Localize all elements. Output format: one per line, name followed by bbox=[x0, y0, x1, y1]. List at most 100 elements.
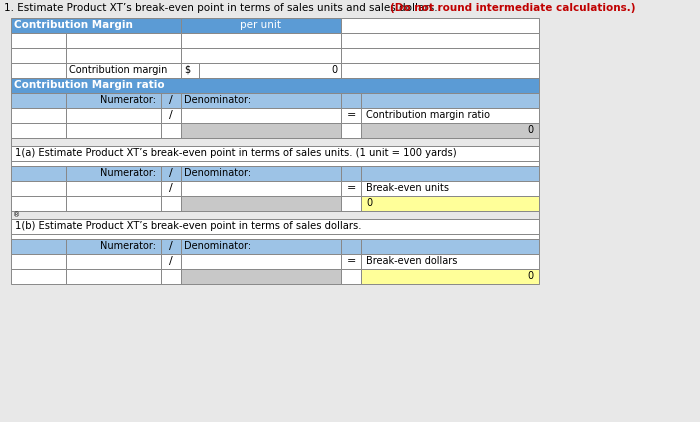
Text: Numerator:: Numerator: bbox=[100, 168, 156, 178]
Text: /: / bbox=[169, 95, 173, 105]
Bar bbox=[361, 196, 539, 211]
Bar bbox=[341, 123, 361, 138]
Bar bbox=[341, 33, 539, 48]
Bar bbox=[361, 108, 539, 123]
Bar bbox=[361, 93, 539, 108]
Bar bbox=[11, 138, 539, 146]
Text: /: / bbox=[169, 241, 173, 251]
Text: =: = bbox=[346, 256, 356, 266]
Bar bbox=[66, 166, 161, 181]
Bar bbox=[361, 254, 539, 269]
Bar bbox=[11, 48, 66, 63]
Bar bbox=[181, 123, 341, 138]
Text: ®: ® bbox=[13, 212, 20, 218]
Bar bbox=[181, 18, 341, 33]
Bar bbox=[181, 239, 341, 254]
Bar bbox=[11, 196, 66, 211]
Text: 0: 0 bbox=[528, 271, 534, 281]
Bar bbox=[11, 181, 66, 196]
Bar bbox=[11, 219, 539, 234]
Bar bbox=[11, 93, 66, 108]
Bar bbox=[161, 254, 181, 269]
Bar bbox=[66, 93, 161, 108]
Bar bbox=[341, 196, 361, 211]
Text: =: = bbox=[346, 183, 356, 193]
Text: Break-even units: Break-even units bbox=[366, 183, 449, 193]
Text: Denominator:: Denominator: bbox=[184, 95, 251, 105]
Bar bbox=[341, 181, 361, 196]
Bar bbox=[341, 239, 361, 254]
Text: 1. Estimate Product XT’s break-even point in terms of sales units and sales doll: 1. Estimate Product XT’s break-even poin… bbox=[4, 3, 441, 13]
Bar bbox=[181, 93, 341, 108]
Text: 0: 0 bbox=[331, 65, 337, 75]
Text: /: / bbox=[169, 256, 173, 266]
Text: Numerator:: Numerator: bbox=[100, 241, 156, 251]
Bar bbox=[161, 181, 181, 196]
Bar bbox=[341, 269, 361, 284]
Bar bbox=[181, 48, 341, 63]
Bar bbox=[341, 254, 361, 269]
Bar bbox=[361, 181, 539, 196]
Text: Contribution Margin ratio: Contribution Margin ratio bbox=[14, 80, 164, 90]
Text: per unit: per unit bbox=[241, 20, 281, 30]
Bar bbox=[181, 196, 341, 211]
Text: Contribution margin: Contribution margin bbox=[69, 65, 167, 75]
Bar bbox=[361, 166, 539, 181]
Bar bbox=[66, 63, 181, 78]
Text: Numerator:: Numerator: bbox=[100, 95, 156, 105]
Text: 1(a) Estimate Product XT’s break-even point in terms of sales units. (1 unit = 1: 1(a) Estimate Product XT’s break-even po… bbox=[15, 148, 456, 158]
Text: =: = bbox=[346, 110, 356, 120]
Bar bbox=[341, 63, 539, 78]
Bar bbox=[11, 18, 181, 33]
Bar bbox=[66, 269, 161, 284]
Bar bbox=[341, 166, 361, 181]
Bar bbox=[11, 211, 539, 219]
Bar bbox=[161, 108, 181, 123]
Bar bbox=[341, 108, 361, 123]
Bar bbox=[11, 254, 66, 269]
Bar bbox=[181, 166, 341, 181]
Text: Denominator:: Denominator: bbox=[184, 241, 251, 251]
Text: $: $ bbox=[184, 65, 190, 75]
Bar bbox=[181, 63, 199, 78]
Text: /: / bbox=[169, 183, 173, 193]
Bar bbox=[11, 78, 539, 93]
Bar bbox=[181, 269, 341, 284]
Text: Break-even dollars: Break-even dollars bbox=[366, 256, 457, 266]
Text: 0: 0 bbox=[528, 125, 534, 135]
Bar bbox=[161, 93, 181, 108]
Bar bbox=[361, 269, 539, 284]
Bar bbox=[161, 269, 181, 284]
Bar bbox=[11, 161, 539, 166]
Bar bbox=[66, 123, 161, 138]
Bar bbox=[161, 239, 181, 254]
Bar bbox=[11, 108, 66, 123]
Bar bbox=[341, 48, 539, 63]
Bar bbox=[66, 108, 161, 123]
Bar bbox=[181, 33, 341, 48]
Bar bbox=[161, 196, 181, 211]
Bar bbox=[11, 239, 66, 254]
Bar bbox=[66, 181, 161, 196]
Text: Denominator:: Denominator: bbox=[184, 168, 251, 178]
Text: Contribution Margin: Contribution Margin bbox=[14, 20, 133, 30]
Bar bbox=[181, 181, 341, 196]
Text: 0: 0 bbox=[366, 198, 372, 208]
Bar bbox=[11, 63, 66, 78]
Bar bbox=[181, 108, 341, 123]
Text: /: / bbox=[169, 110, 173, 120]
Bar bbox=[361, 239, 539, 254]
Bar bbox=[66, 254, 161, 269]
Bar bbox=[11, 146, 539, 161]
Bar bbox=[161, 166, 181, 181]
Bar bbox=[11, 33, 66, 48]
Bar bbox=[181, 254, 341, 269]
Bar bbox=[161, 123, 181, 138]
Bar bbox=[199, 63, 341, 78]
Text: 1(b) Estimate Product XT’s break-even point in terms of sales dollars.: 1(b) Estimate Product XT’s break-even po… bbox=[15, 221, 361, 231]
Bar bbox=[66, 48, 181, 63]
Bar bbox=[11, 123, 66, 138]
Bar bbox=[341, 93, 361, 108]
Bar bbox=[66, 239, 161, 254]
Text: (Do not round intermediate calculations.): (Do not round intermediate calculations.… bbox=[390, 3, 636, 13]
